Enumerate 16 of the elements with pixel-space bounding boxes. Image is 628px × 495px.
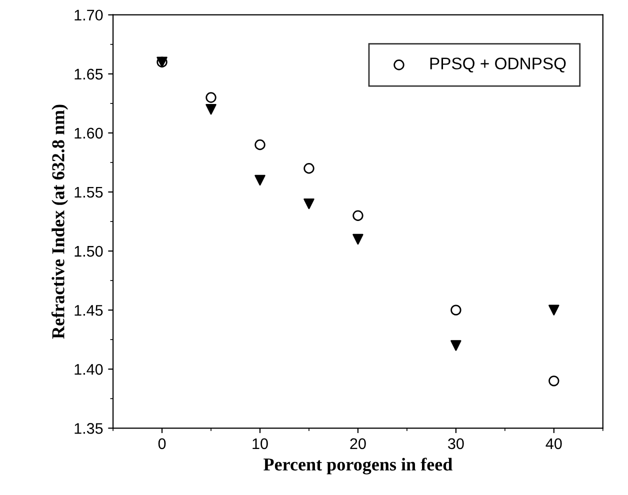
- y-tick-label: 1.65: [74, 68, 103, 80]
- x-tick-label: 40: [546, 438, 562, 450]
- x-tick-label: 20: [350, 438, 366, 450]
- y-tick-label: 1.55: [74, 187, 103, 198]
- y-tick-label: 1.40: [74, 364, 103, 375]
- legend-label: PPSQ + ODNPSQ: [430, 58, 566, 72]
- x-axis-title: Percent porogens in feed: [264, 458, 452, 474]
- y-tick-label: 1.45: [74, 305, 103, 316]
- y-tick-label: 1.60: [74, 128, 103, 139]
- x-tick-label: 10: [252, 438, 268, 450]
- x-tick-label: 0: [158, 438, 166, 450]
- y-tick-label: 1.70: [74, 10, 103, 21]
- y-axis-title: Refractive Index (at 632.8 nm): [51, 104, 68, 339]
- y-tick-label: 1.35: [74, 423, 103, 434]
- y-tick-label: 1.50: [74, 246, 103, 257]
- x-tick-label: 30: [448, 438, 464, 450]
